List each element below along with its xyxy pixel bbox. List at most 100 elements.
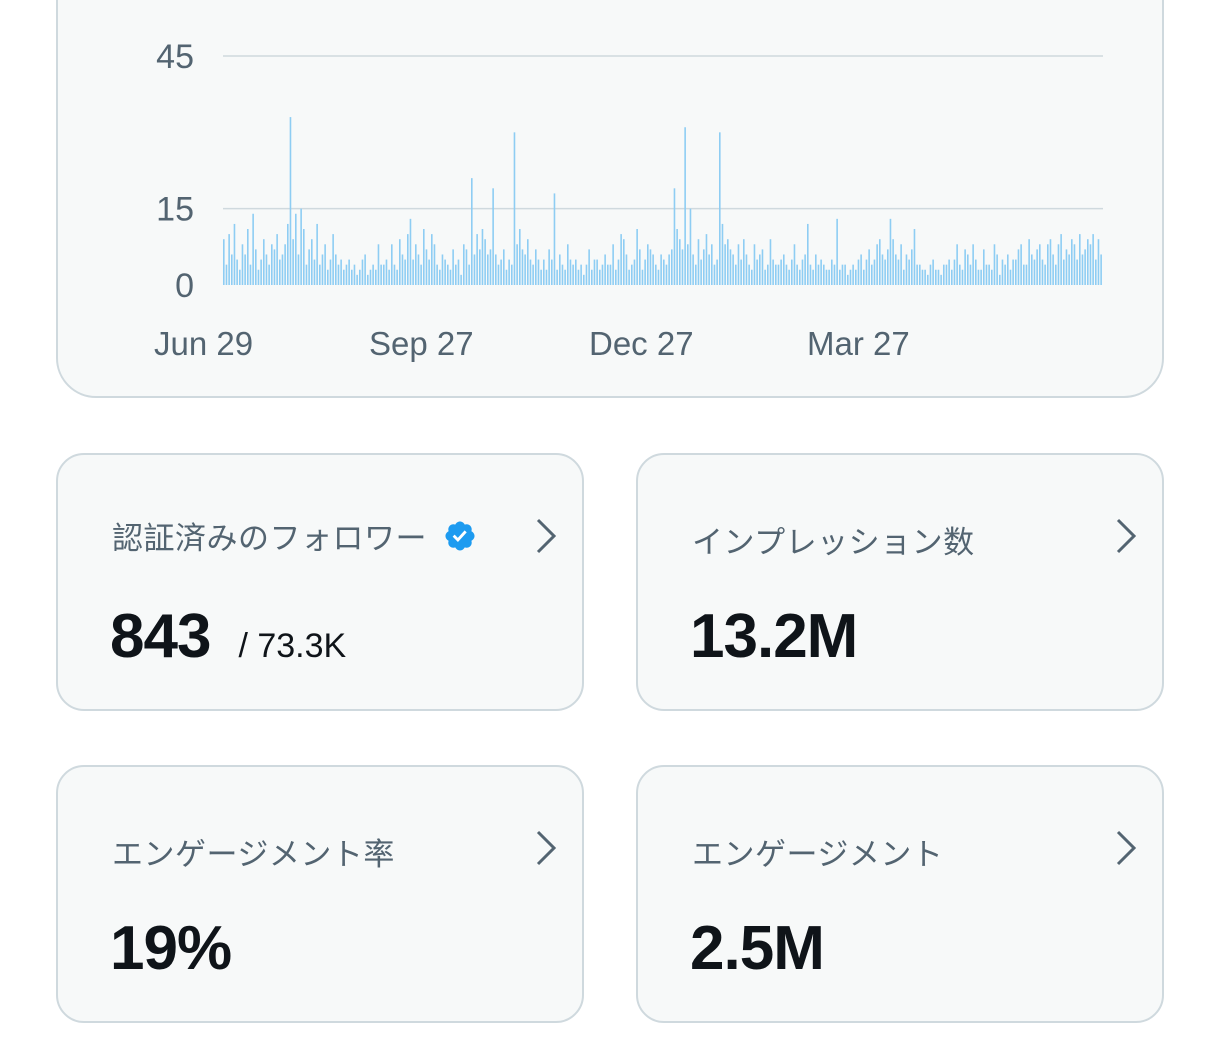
chart-bar — [903, 269, 905, 285]
chart-bar — [596, 259, 598, 285]
chart-bar — [905, 254, 908, 285]
chart-bar — [604, 254, 606, 285]
chart-bar — [281, 254, 284, 285]
chart-bar — [652, 254, 654, 285]
chart-bar — [417, 254, 420, 285]
chart-bar — [545, 269, 548, 285]
chart-bar — [1087, 239, 1089, 285]
chart-bar — [361, 259, 364, 285]
chevron-right-icon[interactable] — [1114, 829, 1138, 867]
chart-bar — [804, 254, 806, 285]
engagement-rate-value: 19% — [110, 914, 232, 983]
chart-bar — [897, 259, 900, 285]
chart-bar — [327, 269, 329, 285]
chart-bar — [612, 244, 614, 285]
verified-followers-card[interactable]: 認証済みのフォロワー 843 / 73.3K — [56, 453, 584, 711]
chart-bar — [577, 269, 580, 285]
chart-bar — [529, 259, 532, 285]
chart-bar — [580, 264, 582, 285]
chart-bar — [708, 254, 710, 285]
engagements-value: 2.5M — [690, 914, 825, 983]
chart-bar — [399, 239, 401, 285]
x-tick-label: Mar 27 — [807, 325, 910, 362]
chart-bar — [337, 264, 340, 285]
chart-bar — [977, 269, 980, 285]
chart-bar — [271, 244, 273, 285]
chart-bar — [716, 259, 718, 285]
chart-bar — [348, 259, 350, 285]
chart-bar — [935, 269, 937, 285]
chart-bar — [873, 259, 876, 285]
chart-y-axis: 45 15 0 — [156, 38, 194, 305]
chart-bar — [639, 249, 641, 285]
chart-bar — [257, 269, 260, 285]
chart-bar — [1036, 249, 1038, 285]
chart-bar — [223, 239, 225, 285]
verified-followers-value-row: 843 / 73.3K — [110, 601, 346, 672]
chart-bar — [783, 254, 785, 285]
chart-bar — [500, 259, 502, 285]
chart-bar — [268, 264, 270, 285]
chart-bar — [439, 269, 441, 285]
engagements-card[interactable]: エンゲージメント 2.5M — [636, 765, 1164, 1023]
chart-bar — [303, 229, 305, 285]
chart-bar — [841, 264, 844, 285]
chart-bar — [591, 269, 593, 285]
chevron-right-icon[interactable] — [534, 517, 558, 555]
chart-bar — [313, 259, 316, 285]
chart-bar — [343, 269, 345, 285]
chart-bar — [836, 218, 838, 285]
chart-bar — [775, 264, 777, 285]
chart-bar — [687, 244, 689, 285]
chart-bar — [540, 269, 542, 285]
chart-bar — [889, 218, 892, 285]
chart-bar — [737, 244, 740, 285]
chart-bar — [647, 244, 649, 285]
impressions-label: インプレッション数 — [692, 525, 975, 561]
chart-bar — [468, 264, 470, 285]
chart-bar — [727, 239, 729, 285]
chart-bar — [607, 264, 609, 285]
impressions-card[interactable]: インプレッション数 13.2M — [636, 453, 1164, 711]
chart-bar — [967, 254, 969, 285]
verified-followers-label-row: 認証済みのフォロワー — [112, 513, 477, 558]
chart-bar — [625, 254, 628, 285]
chart-bar — [615, 269, 617, 285]
chart-bar — [887, 249, 889, 285]
chart-bar — [1028, 239, 1030, 285]
chart-bar — [452, 249, 454, 285]
chart-bar — [471, 178, 473, 285]
chart-bar — [527, 239, 529, 285]
chart-bar — [351, 269, 353, 285]
chart-bar — [1039, 244, 1041, 285]
chart-bar — [705, 234, 708, 285]
chart-bar — [628, 269, 630, 285]
chart-bar — [743, 239, 745, 285]
chart-bar — [1089, 244, 1092, 285]
chevron-right-icon[interactable] — [534, 829, 558, 867]
chart-bar — [359, 269, 361, 285]
chart-bar — [1063, 259, 1065, 285]
chart-bar — [404, 259, 406, 285]
chart-bar — [948, 259, 950, 285]
chart-bar — [481, 229, 484, 285]
chart-bar — [780, 259, 782, 285]
chart-bar — [292, 239, 294, 285]
chart-bar — [697, 239, 700, 285]
chart-bar — [991, 269, 993, 285]
engagement-rate-label: エンゲージメント率 — [112, 837, 395, 873]
chart-bar — [796, 264, 798, 285]
chart-bar — [623, 239, 625, 285]
chevron-right-icon[interactable] — [1114, 517, 1138, 555]
chart-bar — [519, 229, 521, 285]
chart-bar — [983, 249, 985, 285]
chart-bar — [1060, 234, 1062, 285]
chart-bar — [892, 239, 894, 285]
engagement-rate-card[interactable]: エンゲージメント率 19% — [56, 765, 584, 1023]
chart-bar — [732, 254, 734, 285]
chart-bar — [252, 213, 254, 285]
chart-bar — [284, 244, 286, 285]
chart-bar — [759, 254, 761, 285]
chart-bar — [921, 269, 924, 285]
chart-bar — [847, 274, 849, 285]
